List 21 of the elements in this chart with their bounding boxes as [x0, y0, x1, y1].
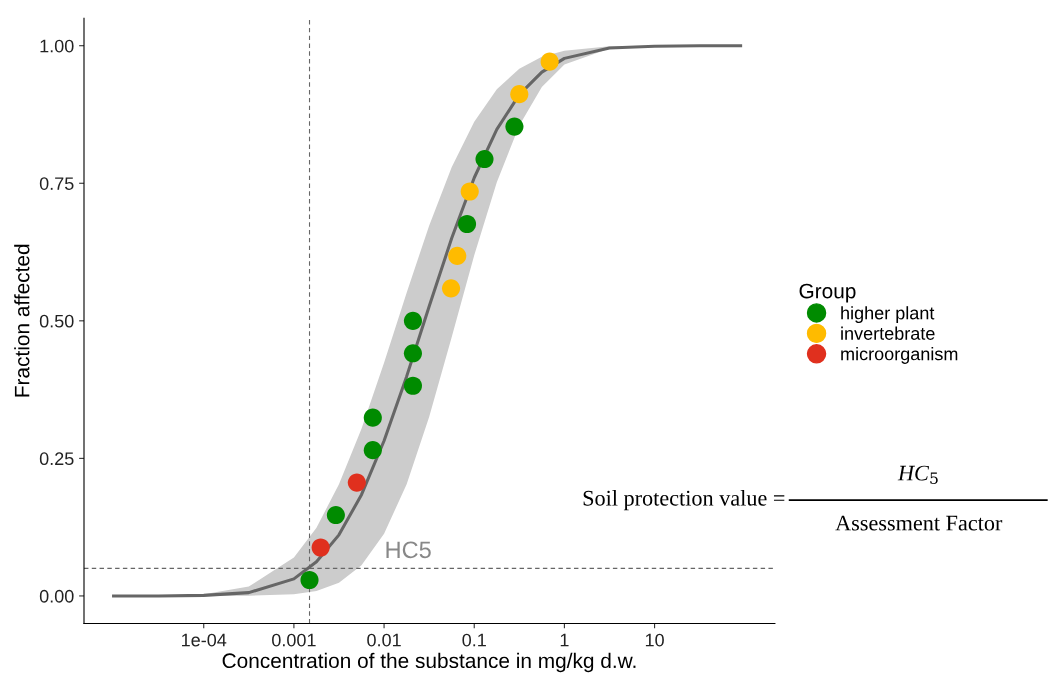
y-tick-label: 0.50 — [39, 314, 74, 328]
legend-label: microorganism — [841, 347, 958, 364]
y-tick-label: 1.00 — [40, 39, 74, 53]
text: HC$_{5}$ — [897, 465, 938, 485]
y-tick-label: 0.25 — [39, 452, 74, 466]
x-axis-title: Concentration of the substance in mg/kg d.w. — [222, 652, 636, 673]
x-tick-label: 0.01 — [367, 633, 401, 647]
x-tick-label: 0.001 — [272, 633, 316, 647]
ref-line-label: HC5 — [386, 541, 431, 559]
x-tick-label: 0.1 — [462, 633, 486, 647]
legend-label: invertebrate — [841, 326, 935, 340]
y-axis-title: Fraction affected — [14, 244, 30, 397]
x-tick-label: 10 — [645, 633, 664, 647]
y-tick-label: 0.75 — [39, 177, 74, 190]
annotation: Soil protection value = — [583, 490, 785, 511]
x-tick-label: 1 — [560, 633, 569, 647]
legend-label: higher plant — [841, 306, 935, 324]
x-tick-label: 1e-04 — [182, 633, 227, 647]
legend-title: Group — [799, 283, 856, 303]
text: Assessment Factor — [835, 515, 1003, 531]
y-tick-label: 0.00 — [39, 589, 74, 603]
